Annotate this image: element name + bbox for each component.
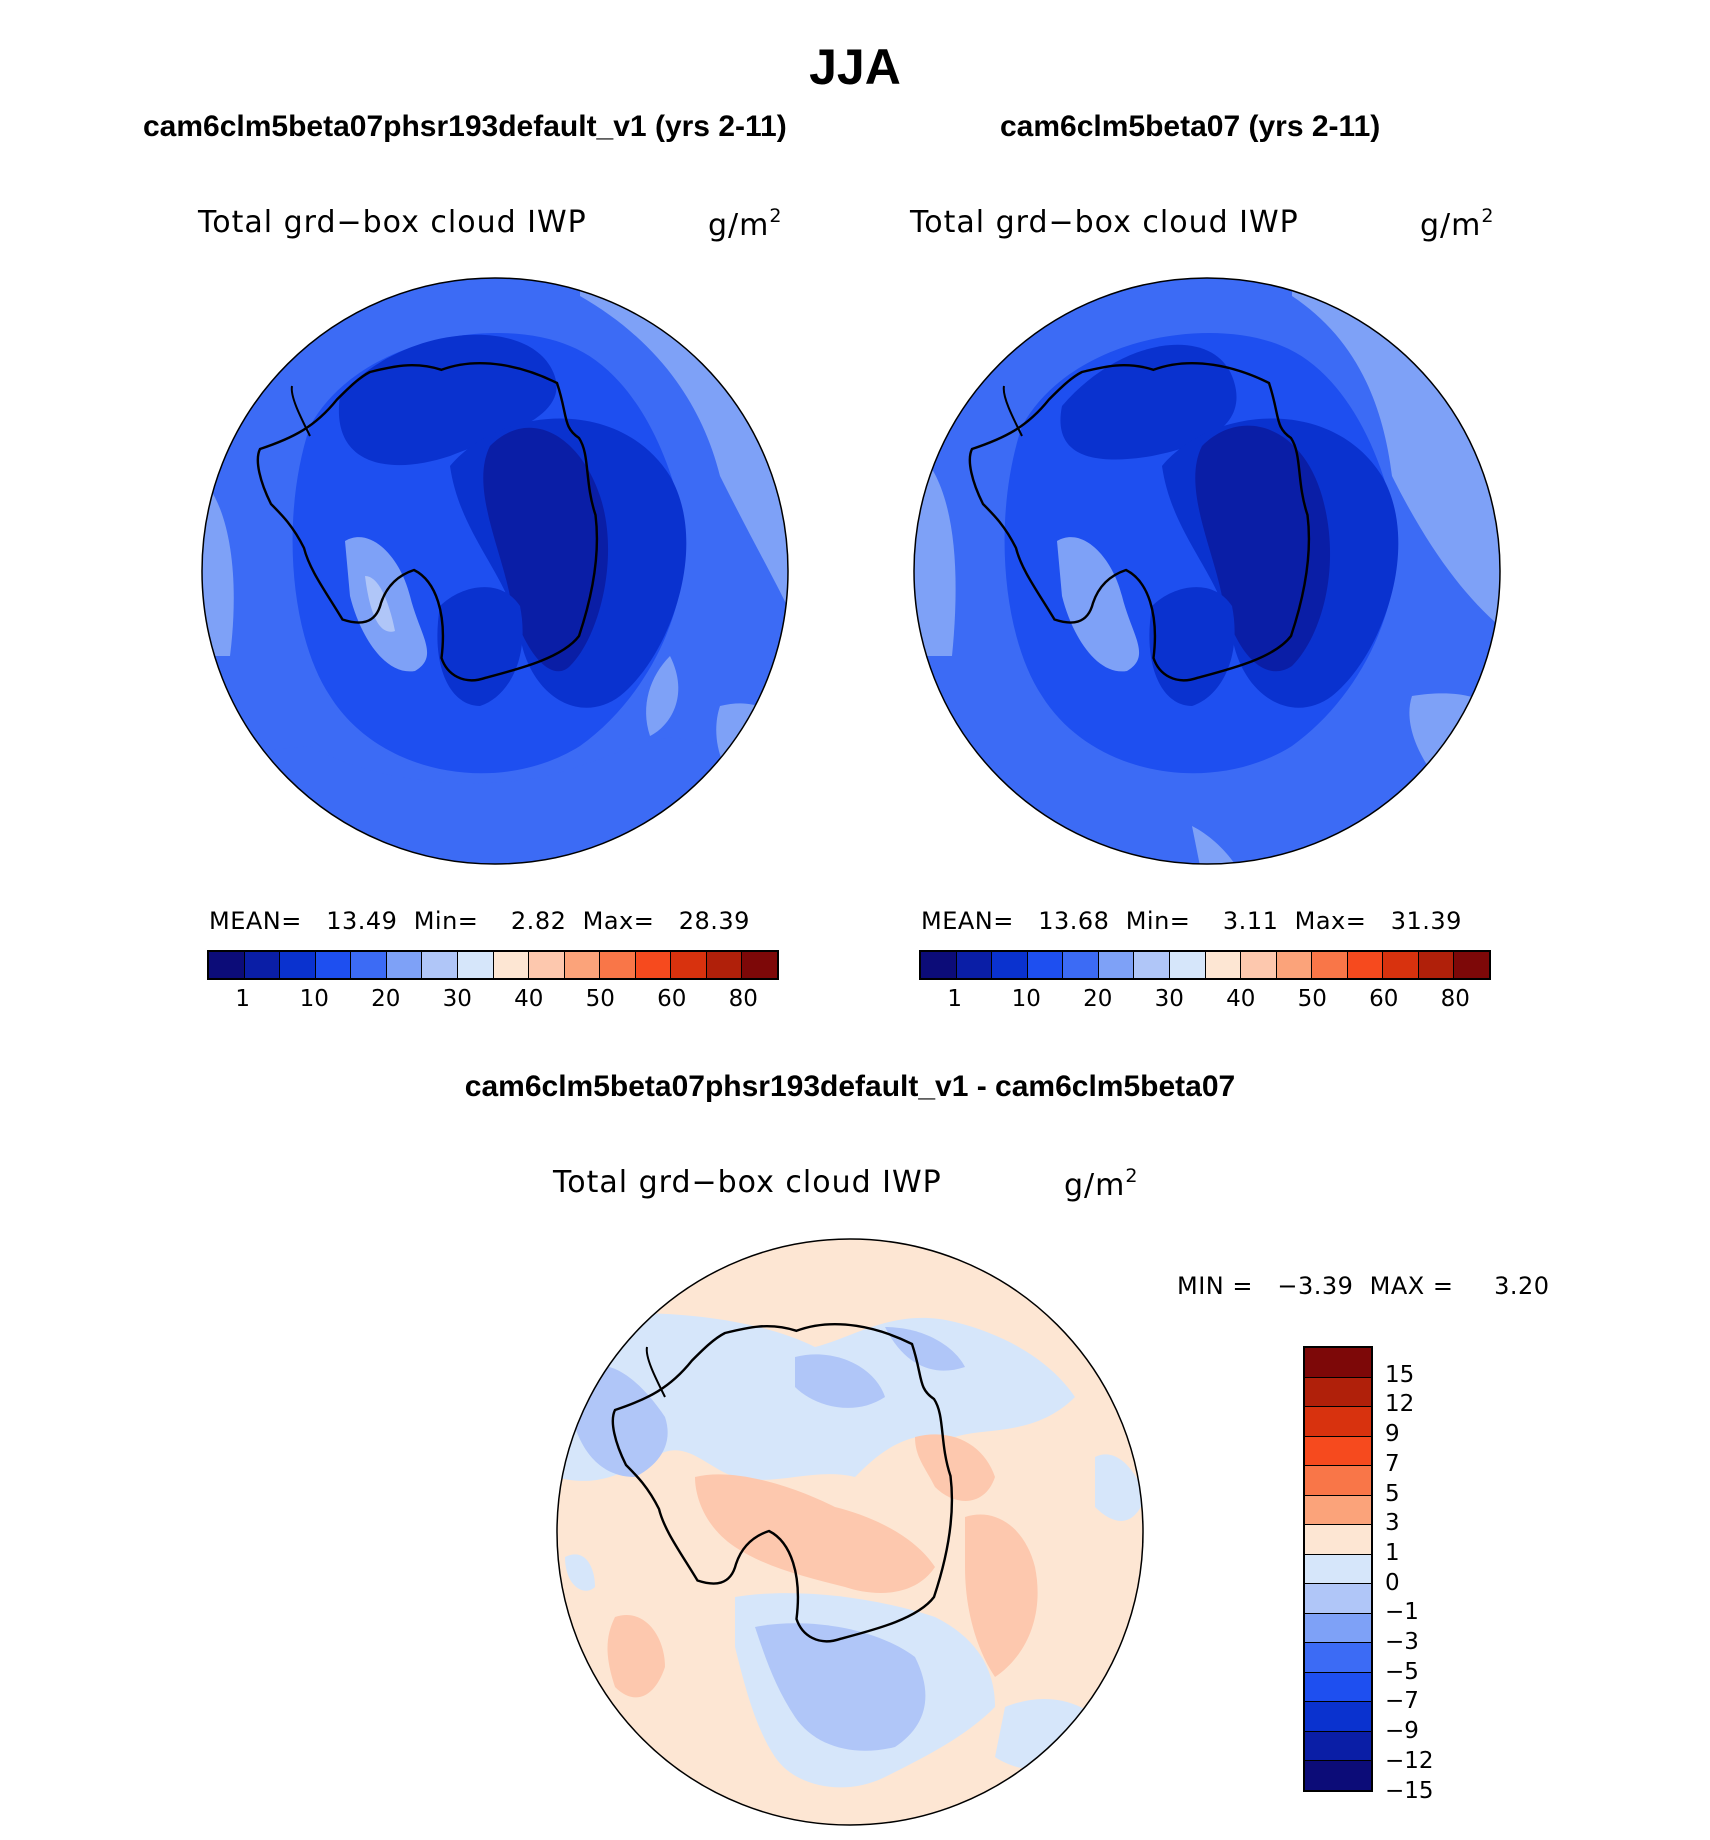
left-variable-label: Total grd−box cloud IWP — [198, 205, 587, 240]
colorbar-tick-label: 30 — [442, 986, 472, 1012]
colorbar-swatch — [992, 952, 1028, 978]
colorbar-swatch — [209, 952, 245, 978]
colorbar-tick-label: 9 — [1385, 1421, 1400, 1448]
colorbar-tick-label: −5 — [1385, 1658, 1419, 1685]
colorbar-swatch — [1305, 1525, 1371, 1555]
colorbar-swatch — [280, 952, 316, 978]
colorbar-swatch — [1305, 1702, 1371, 1732]
diff-stats: MIN = −3.39 MAX = 3.20 — [1177, 1272, 1550, 1300]
colorbar-tick-label: 10 — [1011, 986, 1041, 1012]
left-unit-label: g/m2 — [708, 205, 783, 243]
colorbar-tick-label: 80 — [1440, 986, 1470, 1012]
colorbar-swatch — [671, 952, 707, 978]
season-title: JJA — [809, 39, 901, 95]
colorbar-swatch — [600, 952, 636, 978]
diff-variable-label: Total grd−box cloud IWP — [553, 1165, 942, 1200]
colorbar-tick-label: 1 — [1385, 1539, 1400, 1566]
colorbar-swatch — [1305, 1554, 1371, 1584]
left-polar-map — [201, 277, 789, 865]
colorbar-swatch — [706, 952, 743, 978]
colorbar-swatch — [493, 952, 530, 978]
left-case-title: cam6clm5beta07phsr193default_v1 (yrs 2-1… — [143, 110, 787, 143]
colorbar-tick-label: 5 — [1385, 1480, 1400, 1507]
left-colorbar: 1 10 20 30 40 50 60 80 — [207, 950, 779, 1014]
colorbar-tick-label: 50 — [585, 986, 615, 1012]
colorbar-swatch — [422, 952, 458, 978]
colorbar-swatch — [1305, 1495, 1371, 1525]
right-variable-label: Total grd−box cloud IWP — [910, 205, 1299, 240]
colorbar-tick-label: 60 — [1369, 986, 1399, 1012]
colorbar-swatch — [386, 952, 423, 978]
right-colorbar: 1 10 20 30 40 50 60 80 — [919, 950, 1491, 1014]
colorbar-tick-label: −3 — [1385, 1629, 1419, 1655]
colorbar-tick-label: 1 — [947, 986, 963, 1012]
colorbar-tick-label: 10 — [299, 986, 329, 1012]
colorbar-tick-label: 1 — [235, 986, 251, 1012]
colorbar-swatch — [1098, 952, 1135, 978]
colorbar-tick-label: 0 — [1385, 1569, 1400, 1596]
diff-unit-label: g/m2 — [1064, 1165, 1139, 1203]
colorbar-tick-label: 20 — [1083, 986, 1113, 1012]
colorbar-tick-label: 12 — [1385, 1391, 1415, 1418]
colorbar-swatch — [1305, 1731, 1371, 1761]
colorbar-swatch — [1305, 1761, 1371, 1790]
right-unit-label: g/m2 — [1420, 205, 1495, 243]
antarctica-coastline — [256, 361, 599, 682]
colorbar-swatch — [1305, 1466, 1371, 1496]
colorbar-swatch — [244, 952, 281, 978]
colorbar-tick-label: 30 — [1154, 986, 1184, 1012]
colorbar-tick-label: −12 — [1385, 1747, 1434, 1774]
colorbar-swatch — [742, 952, 777, 978]
colorbar-swatch — [529, 952, 565, 978]
colorbar-swatch — [1169, 952, 1206, 978]
left-stats: MEAN= 13.49 Min= 2.82 Max= 28.39 — [209, 907, 750, 935]
colorbar-swatch — [1205, 952, 1242, 978]
colorbar-swatch — [1027, 952, 1064, 978]
colorbar-swatch — [1305, 1436, 1371, 1466]
colorbar-swatch — [1383, 952, 1419, 978]
colorbar-tick-label: 50 — [1297, 986, 1327, 1012]
colorbar-tick-label: 15 — [1385, 1361, 1415, 1388]
right-case-title: cam6clm5beta07 (yrs 2-11) — [1000, 110, 1381, 143]
colorbar-tick-label: 80 — [728, 986, 758, 1012]
colorbar-swatch — [1305, 1672, 1371, 1702]
colorbar-swatch — [351, 952, 387, 978]
diff-polar-map — [556, 1238, 1144, 1826]
colorbar-tick-label: 60 — [657, 986, 687, 1012]
colorbar-swatch — [635, 952, 672, 978]
colorbar-swatch — [1305, 1613, 1371, 1643]
colorbar-tick-label: 7 — [1385, 1450, 1400, 1477]
colorbar-swatch — [1418, 952, 1455, 978]
diff-case-title: cam6clm5beta07phsr193default_v1 - cam6cl… — [464, 1070, 1236, 1103]
colorbar-swatch — [1305, 1377, 1371, 1407]
colorbar-swatch — [921, 952, 957, 978]
right-polar-map — [913, 277, 1501, 865]
colorbar-tick-label: 3 — [1385, 1510, 1400, 1537]
colorbar-swatch — [1276, 952, 1313, 978]
colorbar-tick-label: −7 — [1385, 1688, 1419, 1715]
colorbar-swatch — [1241, 952, 1277, 978]
colorbar-swatch — [1305, 1348, 1371, 1378]
colorbar-swatch — [1347, 952, 1384, 978]
colorbar-tick-label: −15 — [1385, 1777, 1434, 1804]
colorbar-tick-label: 40 — [1226, 986, 1256, 1012]
colorbar-swatch — [1305, 1584, 1371, 1614]
colorbar-tick-label: −9 — [1385, 1718, 1419, 1745]
diff-colorbar: 15 12 9 7 5 3 1 0 −1 −3 −5 −7 −9 −12 −15 — [1303, 1346, 1434, 1820]
colorbar-tick-label: 40 — [514, 986, 544, 1012]
colorbar-swatch — [1454, 952, 1489, 978]
colorbar-swatch — [1063, 952, 1099, 978]
colorbar-tick-label: 20 — [371, 986, 401, 1012]
right-stats: MEAN= 13.68 Min= 3.11 Max= 31.39 — [921, 907, 1462, 935]
colorbar-swatch — [564, 952, 601, 978]
colorbar-swatch — [1305, 1407, 1371, 1437]
colorbar-swatch — [956, 952, 993, 978]
colorbar-swatch — [1134, 952, 1170, 978]
colorbar-swatch — [315, 952, 352, 978]
colorbar-tick-label: −1 — [1385, 1599, 1419, 1626]
colorbar-swatch — [1305, 1643, 1371, 1673]
map-boundary — [201, 277, 789, 865]
colorbar-swatch — [457, 952, 494, 978]
colorbar-swatch — [1312, 952, 1348, 978]
